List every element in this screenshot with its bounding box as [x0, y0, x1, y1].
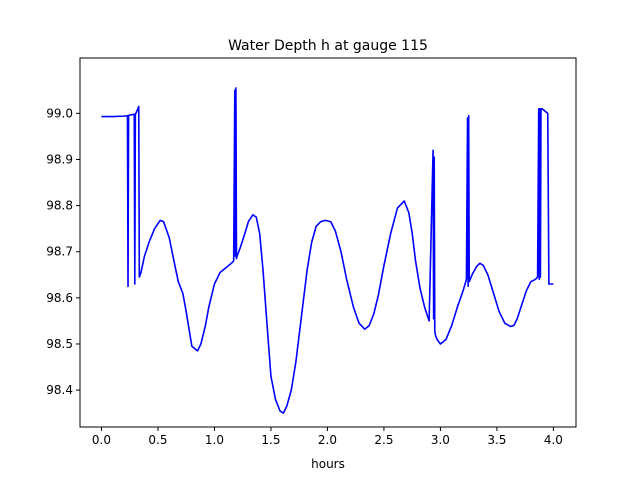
y-tick-label: 98.7 — [46, 245, 73, 259]
chart-title: Water Depth h at gauge 115 — [228, 38, 428, 54]
x-tick-label: 2.0 — [318, 433, 337, 447]
series-line-0 — [101, 87, 554, 414]
x-tick-label: 1.5 — [261, 433, 280, 447]
y-tick-label: 98.4 — [46, 383, 73, 397]
y-tick-label: 98.6 — [46, 291, 73, 305]
x-tick-label: 0.5 — [148, 433, 167, 447]
x-tick-label: 0.0 — [92, 433, 111, 447]
y-tick-label: 98.9 — [46, 152, 73, 166]
y-tick-label: 98.8 — [46, 199, 73, 213]
x-tick-label: 3.0 — [431, 433, 450, 447]
y-tick-label: 99.0 — [46, 106, 73, 120]
x-tick-label: 3.5 — [487, 433, 506, 447]
plot-area: 0.0 0.5 1.0 1.5 2.0 2.5 3.0 3.5 4.0 98.4 98.5 98.6 9… — [46, 57, 577, 447]
x-tick-label: 4.0 — [544, 433, 563, 447]
x-tick-label: 1.0 — [205, 433, 224, 447]
axes-frame — [79, 57, 577, 428]
x-axis-label: hours — [311, 457, 345, 471]
y-tick-label: 98.5 — [46, 337, 73, 351]
x-tick-label: 2.5 — [374, 433, 393, 447]
